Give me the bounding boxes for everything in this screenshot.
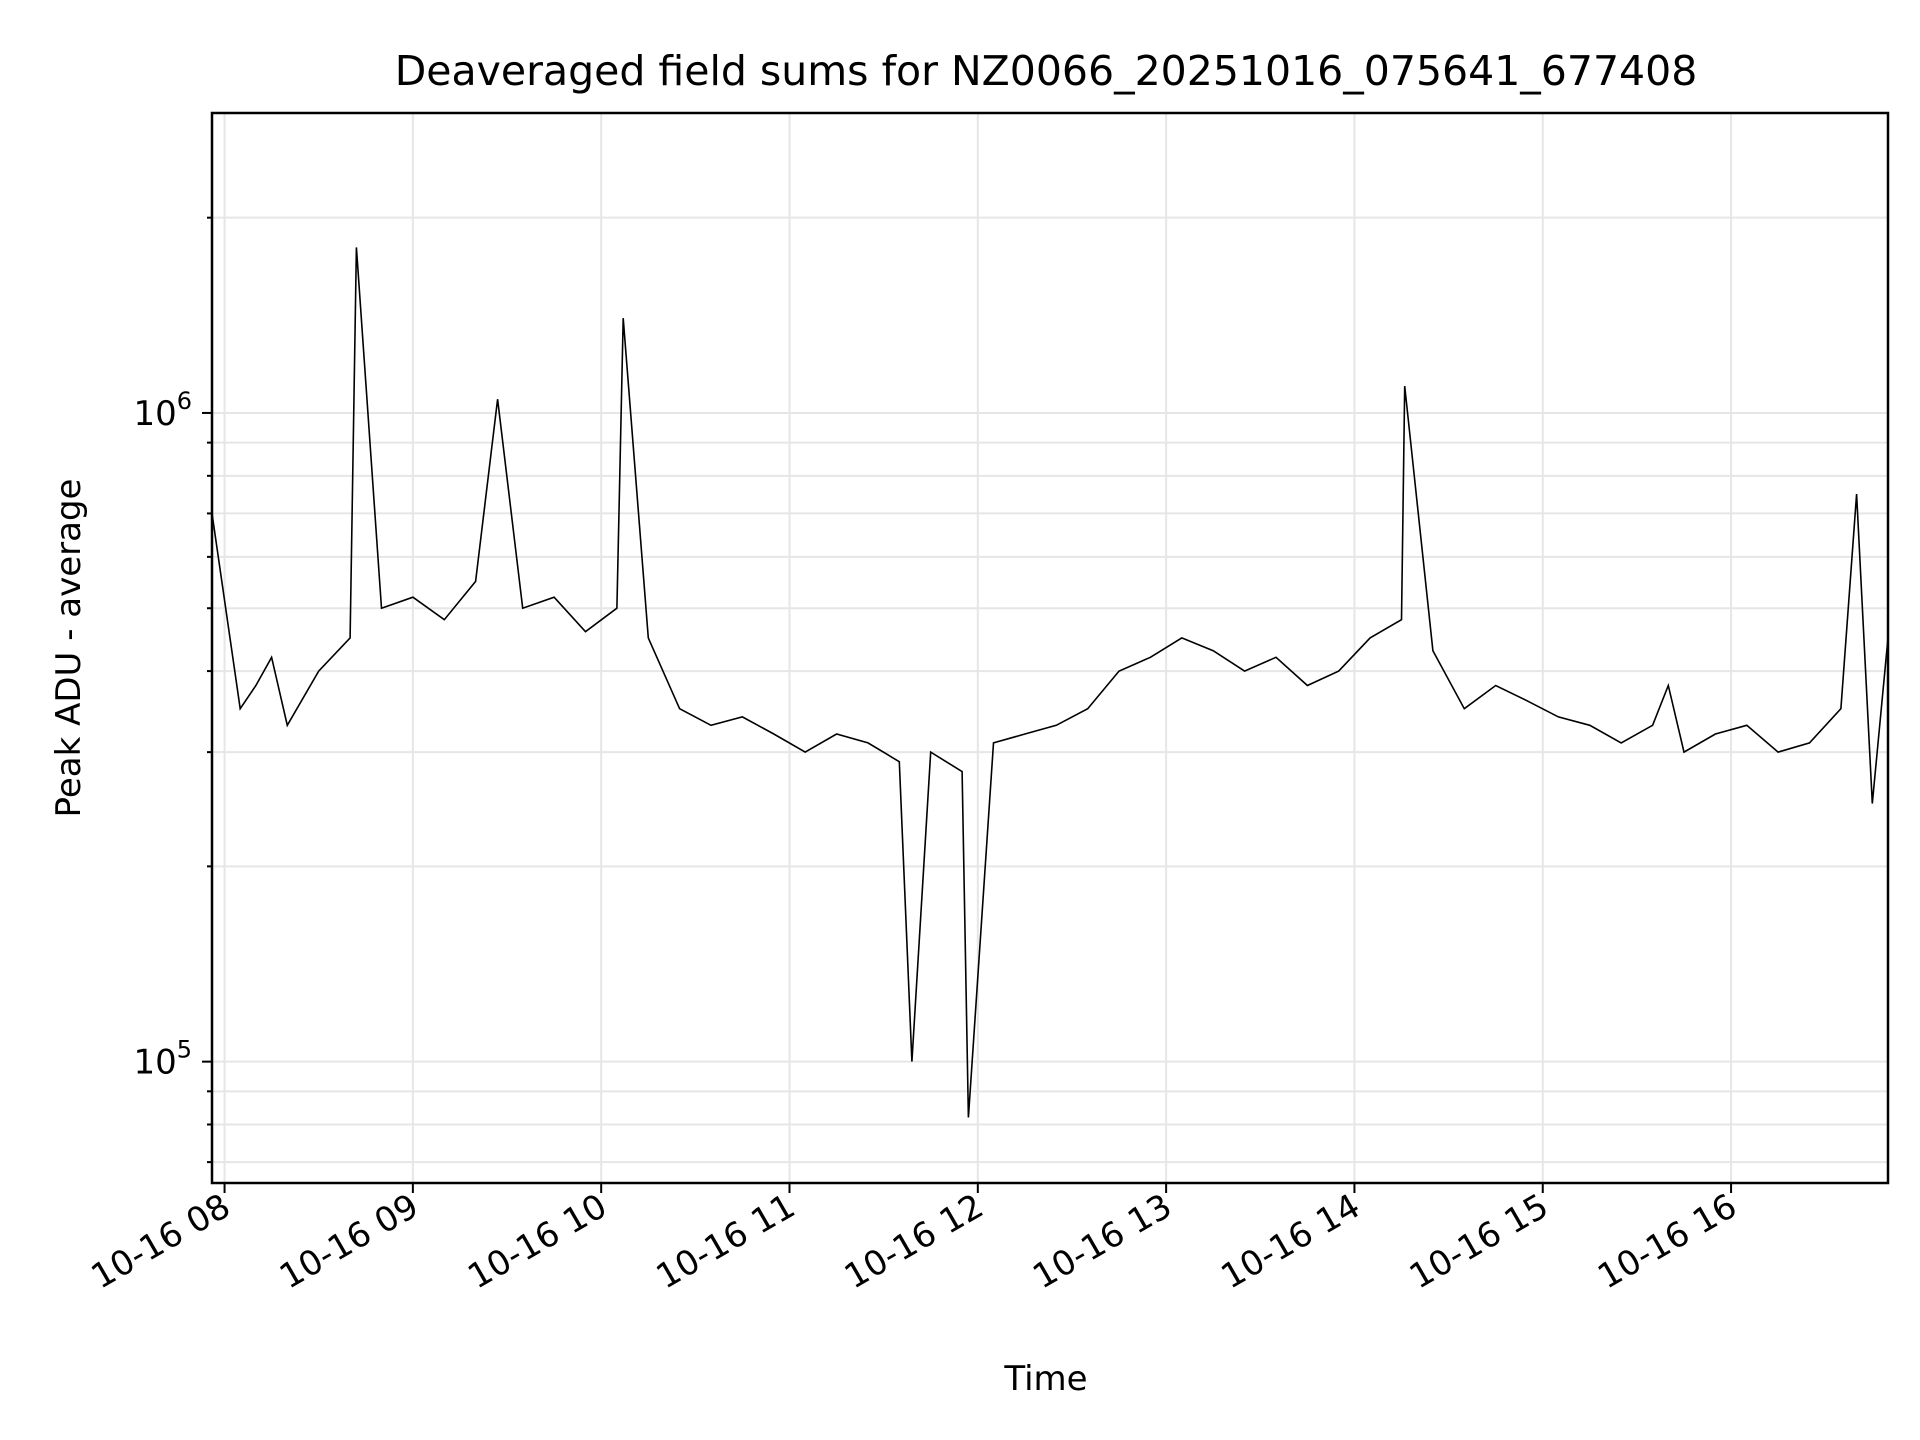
chart-title: Deaveraged field sums for NZ0066_2025101… [395, 47, 1698, 95]
y-axis-label: Peak ADU - average [49, 479, 89, 818]
series-line [211, 247, 1889, 1118]
tick-layer [202, 216, 1733, 1193]
plot-frame [210, 111, 1890, 1185]
series-layer [211, 247, 1889, 1118]
y-tick-labels: 105 106 [133, 387, 192, 1083]
y-tick-label: 105 [133, 1036, 192, 1083]
x-axis-label: Time [1003, 1359, 1087, 1399]
grid-layer [212, 113, 1888, 1183]
y-tick-label: 106 [133, 387, 192, 434]
